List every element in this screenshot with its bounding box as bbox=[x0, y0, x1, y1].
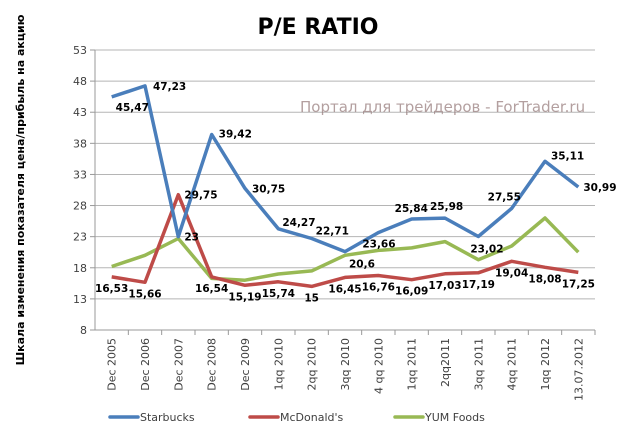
data-label: 25,98 bbox=[430, 201, 463, 213]
x-tick-label: Dec 2006 bbox=[139, 338, 152, 391]
y-tick-label: 38 bbox=[73, 137, 87, 150]
legend-label: McDonald's bbox=[280, 411, 344, 424]
x-tick-label: Dec 2009 bbox=[239, 338, 252, 391]
chart-title: P/E RATIO bbox=[258, 15, 379, 40]
data-label: 15 bbox=[304, 292, 319, 304]
y-tick-label: 18 bbox=[73, 262, 87, 275]
data-label: 17,03 bbox=[428, 280, 461, 292]
data-label: 39,42 bbox=[219, 128, 252, 140]
data-label: 45,47 bbox=[116, 102, 149, 114]
data-label: 15,66 bbox=[128, 288, 161, 300]
legend: Starbucks McDonald's YUM Foods bbox=[108, 411, 485, 424]
legend-label: YUM Foods bbox=[424, 411, 485, 424]
x-tick-label: 4qq 2011 bbox=[506, 338, 519, 390]
y-tick-label: 48 bbox=[73, 75, 87, 88]
y-tick-label: 8 bbox=[80, 324, 87, 337]
x-tick-label: 3qq 2011 bbox=[472, 338, 485, 390]
series-line-starbucks bbox=[111, 84, 580, 254]
data-label: 25,84 bbox=[395, 203, 428, 215]
data-label: 24,27 bbox=[282, 217, 315, 229]
data-label: 23 bbox=[184, 232, 199, 244]
data-label: 16,09 bbox=[395, 286, 428, 298]
x-tick-label: 13.07.2012 bbox=[572, 338, 585, 401]
data-label: 17,25 bbox=[562, 278, 595, 290]
y-tick-label: 53 bbox=[73, 44, 87, 57]
series-line-yum-foods bbox=[111, 216, 580, 282]
series-lines bbox=[111, 84, 580, 289]
data-label: 16,53 bbox=[95, 283, 128, 295]
series-line-mcdonald-s bbox=[111, 192, 579, 289]
data-label: 23,66 bbox=[362, 239, 395, 251]
x-tick-label: 1qq 2010 bbox=[272, 338, 285, 390]
watermark: Портал для трейдеров - ForTrader.ru bbox=[300, 98, 585, 116]
data-label: 30,75 bbox=[252, 183, 285, 195]
data-label: 17,19 bbox=[462, 279, 495, 291]
legend-label: Starbucks bbox=[140, 411, 195, 424]
data-label: 35,11 bbox=[551, 150, 584, 162]
data-label: 19,04 bbox=[495, 267, 528, 279]
y-tick-label: 33 bbox=[73, 168, 87, 181]
y-tick-label: 28 bbox=[73, 200, 87, 213]
y-tick-label: 23 bbox=[73, 231, 87, 244]
data-label: 18,08 bbox=[528, 273, 561, 285]
data-label: 30,99 bbox=[583, 182, 616, 194]
x-tick-label: Dec 2007 bbox=[172, 338, 185, 391]
axes: 8 13 18 23 28 33 38 43 48 53 Dec 2005 Dec 2006 Dec 2… bbox=[73, 44, 596, 401]
data-label: 15,74 bbox=[262, 288, 295, 300]
data-label: 47,23 bbox=[153, 81, 186, 93]
data-label: 29,75 bbox=[184, 190, 217, 202]
x-tick-label: Dec 2005 bbox=[106, 338, 119, 391]
x-tick-label: 3qq 2010 bbox=[339, 338, 352, 390]
y-tick-label: 43 bbox=[73, 106, 87, 119]
x-tick-label: 1qq 2011 bbox=[406, 338, 419, 390]
data-label: 20,6 bbox=[349, 259, 375, 271]
data-label: 16,45 bbox=[328, 283, 361, 295]
x-tick-label: 2qq2011 bbox=[439, 338, 452, 387]
data-label: 23,02 bbox=[470, 244, 503, 256]
x-tick-label: 2qq 2010 bbox=[306, 338, 319, 390]
data-label: 15,19 bbox=[228, 291, 261, 303]
x-tick-label: 4 qq 2010 bbox=[372, 338, 385, 394]
x-tick-label: 1qq 2012 bbox=[539, 338, 552, 390]
y-tick-label: 13 bbox=[73, 293, 87, 306]
data-label: 22,71 bbox=[316, 225, 349, 237]
data-label: 16,76 bbox=[362, 281, 395, 293]
y-axis-title: Шкала изменения показателя цена/прибыль … bbox=[14, 14, 27, 365]
data-label: 16,54 bbox=[195, 283, 228, 295]
data-label: 27,55 bbox=[488, 191, 521, 203]
x-tick-label: Dec 2008 bbox=[206, 338, 219, 391]
